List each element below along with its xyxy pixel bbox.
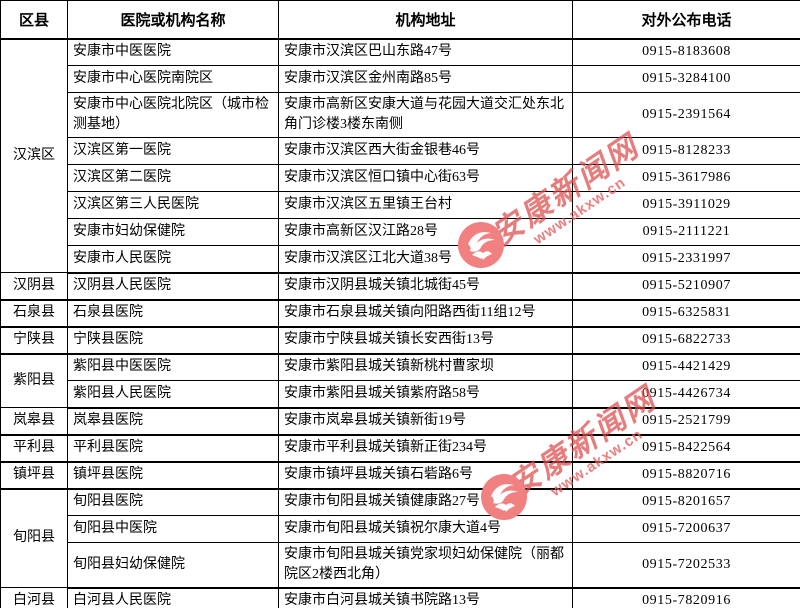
table-row: 汉滨区第三人民医院 安康市汉滨区五里镇王台村 0915-3911029 <box>1 191 800 219</box>
table-row: 镇坪县 镇坪县医院 安康市镇坪县城关镇石砦路6号 0915-8820716 <box>0 461 800 490</box>
table-row: 安康市中心医院南院区 安康市汉滨区金州南路85号 0915-3284100 <box>1 65 800 93</box>
phone-cell: 0915-4426734 <box>572 380 800 409</box>
address-cell: 安康市汉滨区巴山东路47号 <box>278 38 573 66</box>
table-row: 安康市中心医院北院区（城市检测基地） 安康市高新区安康大道与花园大道交汇处东北角… <box>1 92 800 138</box>
county-cell: 镇坪县 <box>0 461 68 490</box>
address-cell: 安康市镇坪县城关镇石砦路6号 <box>278 461 573 490</box>
county-cell: 宁陕县 <box>0 326 68 355</box>
hospital-name-cell: 旬阳县医院 <box>67 488 279 516</box>
phone-cell: 0915-3617986 <box>572 164 800 192</box>
hospital-name-cell: 安康市妇幼保健院 <box>67 218 279 246</box>
phone-cell: 0915-8422564 <box>572 434 800 463</box>
address-cell: 安康市旬阳县城关镇祝尔康大道4号 <box>278 515 573 543</box>
county-cell: 紫阳县 <box>0 353 68 408</box>
address-cell: 安康市白河县城关镇书院路13号 <box>278 587 573 608</box>
county-cell: 石泉县 <box>0 299 68 328</box>
phone-cell: 0915-7820916 <box>572 587 800 608</box>
phone-cell: 0915-8128233 <box>572 137 800 165</box>
address-cell: 安康市旬阳县城关镇党家坝妇幼保健院（丽都院区2楼西北角） <box>278 542 573 589</box>
table-row: 紫阳县 紫阳县中医医院 安康市紫阳县城关镇新桃村曹家坝 0915-4421429 <box>0 353 800 408</box>
county-cell: 旬阳县 <box>0 488 68 588</box>
table-row: 汉滨区 安康市中医医院 安康市汉滨区巴山东路47号 0915-8183608 <box>0 38 800 273</box>
address-cell: 安康市汉滨区江北大道38号 <box>278 245 573 274</box>
address-cell: 安康市旬阳县城关镇健康路27号 <box>278 488 573 516</box>
phone-cell: 0915-7202533 <box>572 542 800 589</box>
phone-cell: 0915-2331997 <box>572 245 800 274</box>
hospital-name-cell: 紫阳县人民医院 <box>67 380 279 409</box>
hospital-name-cell: 安康市中心医院南院区 <box>67 65 279 93</box>
county-cell: 汉阴县 <box>0 272 68 301</box>
hospital-name-cell: 旬阳县妇幼保健院 <box>67 542 279 589</box>
table-row: 安康市人民医院 安康市汉滨区江北大道38号 0915-2331997 <box>1 245 800 274</box>
header-row: 区县 医院或机构名称 机构地址 对外公布电话 <box>0 0 800 40</box>
phone-cell: 0915-5210907 <box>572 272 800 301</box>
county-cell: 岚皋县 <box>0 407 68 436</box>
phone-cell: 0915-8820716 <box>572 461 800 490</box>
phone-cell: 0915-2391564 <box>572 92 800 138</box>
hospital-name-cell: 平利县医院 <box>67 434 279 463</box>
phone-cell: 0915-3284100 <box>572 65 800 93</box>
header-address: 机构地址 <box>278 0 573 40</box>
phone-cell: 0915-4421429 <box>572 353 800 381</box>
hospital-name-cell: 汉滨区第一医院 <box>67 137 279 165</box>
hospital-name-cell: 白河县人民医院 <box>67 587 279 608</box>
address-cell: 安康市紫阳县城关镇紫府路58号 <box>278 380 573 409</box>
header-hospital-name: 医院或机构名称 <box>67 0 279 40</box>
table-row: 汉滨区第二医院 安康市汉滨区恒口镇中心街63号 0915-3617986 <box>1 164 800 192</box>
address-cell: 安康市汉滨区金州南路85号 <box>278 65 573 93</box>
county-cell: 汉滨区 <box>0 38 68 273</box>
table-row: 岚皋县 岚皋县医院 安康市岚皋县城关镇新街19号 0915-2521799 <box>0 407 800 436</box>
hospital-name-cell: 汉滨区第三人民医院 <box>67 191 279 219</box>
table-row: 白河县 白河县人民医院 安康市白河县城关镇书院路13号 0915-7820916 <box>0 587 800 608</box>
hospital-name-cell: 安康市中医医院 <box>67 38 279 66</box>
hospital-name-cell: 汉阴县人民医院 <box>67 272 279 301</box>
county-cell: 白河县 <box>0 587 68 608</box>
phone-cell: 0915-6822733 <box>572 326 800 355</box>
table-row: 旬阳县 旬阳县医院 安康市旬阳县城关镇健康路27号 0915-8201657 <box>0 488 800 588</box>
hospital-name-cell: 岚皋县医院 <box>67 407 279 436</box>
address-cell: 安康市汉滨区恒口镇中心街63号 <box>278 164 573 192</box>
table-row: 旬阳县中医院 安康市旬阳县城关镇祝尔康大道4号 0915-7200637 <box>1 515 800 543</box>
phone-cell: 0915-3911029 <box>572 191 800 219</box>
county-cell: 平利县 <box>0 434 68 463</box>
table-row: 石泉县 石泉县医院 安康市石泉县城关镇向阳路西街11组12号 0915-6325… <box>0 299 800 328</box>
phone-cell: 0915-7200637 <box>572 515 800 543</box>
hospital-name-cell: 安康市人民医院 <box>67 245 279 274</box>
table-row: 旬阳县妇幼保健院 安康市旬阳县城关镇党家坝妇幼保健院（丽都院区2楼西北角） 09… <box>1 542 800 589</box>
hospital-name-cell: 紫阳县中医医院 <box>67 353 279 381</box>
address-cell: 安康市石泉县城关镇向阳路西街11组12号 <box>278 299 573 328</box>
table-row: 安康市妇幼保健院 安康市高新区汉江路28号 0915-2111221 <box>1 218 800 246</box>
address-cell: 安康市汉阴县城关镇北城街45号 <box>278 272 573 301</box>
table-row: 宁陕县 宁陕县医院 安康市宁陕县城关镇长安西街13号 0915-6822733 <box>0 326 800 355</box>
hospital-name-cell: 石泉县医院 <box>67 299 279 328</box>
phone-cell: 0915-2521799 <box>572 407 800 436</box>
header-phone: 对外公布电话 <box>572 0 800 40</box>
table-row: 紫阳县人民医院 安康市紫阳县城关镇紫府路58号 0915-4426734 <box>1 380 800 409</box>
phone-cell: 0915-8201657 <box>572 488 800 516</box>
hospital-name-cell: 宁陕县医院 <box>67 326 279 355</box>
table-row: 汉滨区第一医院 安康市汉滨区西大街金银巷46号 0915-8128233 <box>1 137 800 165</box>
address-cell: 安康市高新区汉江路28号 <box>278 218 573 246</box>
address-cell: 安康市平利县城关镇新正街234号 <box>278 434 573 463</box>
address-cell: 安康市紫阳县城关镇新桃村曹家坝 <box>278 353 573 381</box>
address-cell: 安康市汉滨区五里镇王台村 <box>278 191 573 219</box>
address-cell: 安康市高新区安康大道与花园大道交汇处东北角门诊楼3楼东南侧 <box>278 92 573 138</box>
hospital-name-cell: 汉滨区第二医院 <box>67 164 279 192</box>
hospital-name-cell: 镇坪县医院 <box>67 461 279 490</box>
table-row: 汉阴县 汉阴县人民医院 安康市汉阴县城关镇北城街45号 0915-5210907 <box>0 272 800 301</box>
phone-cell: 0915-2111221 <box>572 218 800 246</box>
header-county: 区县 <box>0 0 68 40</box>
address-cell: 安康市岚皋县城关镇新街19号 <box>278 407 573 436</box>
phone-cell: 0915-6325831 <box>572 299 800 328</box>
address-cell: 安康市汉滨区西大街金银巷46号 <box>278 137 573 165</box>
phone-cell: 0915-8183608 <box>572 38 800 66</box>
hospital-name-cell: 安康市中心医院北院区（城市检测基地） <box>67 92 279 138</box>
hospital-name-cell: 旬阳县中医院 <box>67 515 279 543</box>
table-row: 平利县 平利县医院 安康市平利县城关镇新正街234号 0915-8422564 <box>0 434 800 463</box>
address-cell: 安康市宁陕县城关镇长安西街13号 <box>278 326 573 355</box>
